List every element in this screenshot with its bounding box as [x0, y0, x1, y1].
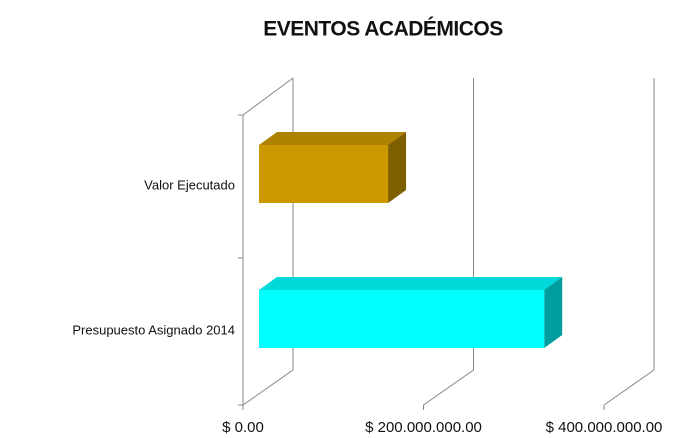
bar-side: [544, 277, 563, 348]
grid-line: [423, 78, 474, 406]
bar: [259, 145, 389, 203]
chart-title: EVENTOS ACADÉMICOS: [263, 18, 503, 41]
x-tick-label: $ 400.000.000.00: [546, 419, 663, 436]
bar-side: [388, 132, 407, 203]
axis-frame: [238, 77, 294, 406]
bar-top: [259, 132, 407, 145]
category-label: Presupuesto Asignado 2014: [72, 322, 235, 337]
category-label: Valor Ejecutado: [144, 177, 235, 192]
grid-line: [242, 78, 294, 406]
x-tick-label: $ 200.000.000.00: [365, 419, 482, 436]
bar: [259, 290, 545, 348]
bar-top: [259, 277, 563, 290]
grid-line: [603, 78, 655, 406]
x-tick-label: $ 0.00: [222, 419, 264, 436]
